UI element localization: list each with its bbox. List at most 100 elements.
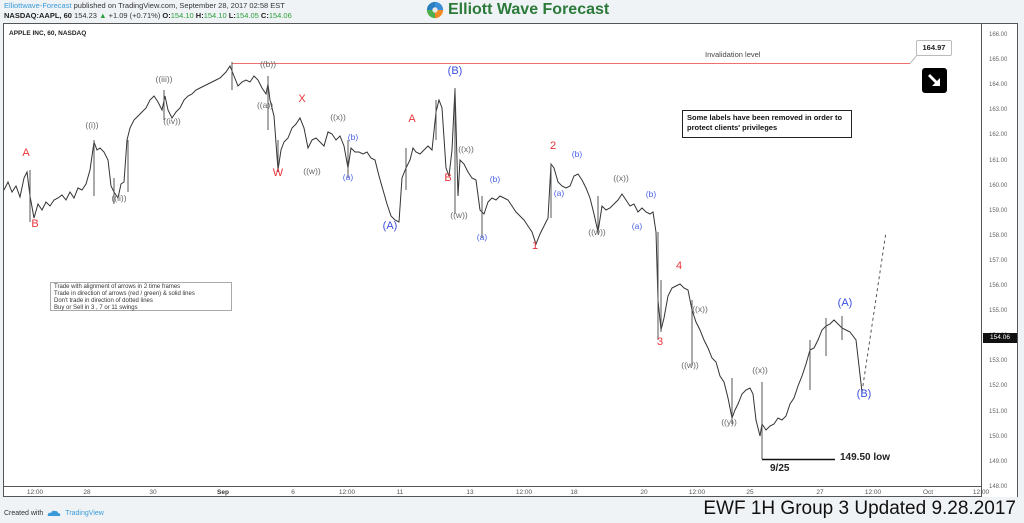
wave-label: 1 bbox=[531, 240, 539, 252]
price-change: +1.09 (+0.71%) bbox=[108, 11, 161, 20]
open-label: O: bbox=[162, 11, 171, 20]
y-tick: 161.00 bbox=[989, 157, 1008, 164]
wave-label: ((iii)) bbox=[155, 74, 173, 84]
wave-label: A bbox=[22, 147, 30, 159]
y-tick: 148.00 bbox=[989, 483, 1008, 490]
up-triangle-icon: ▲ bbox=[99, 11, 107, 20]
legend-line: Don't trade in direction of dotted lines bbox=[54, 298, 153, 304]
wave-label: ((i)) bbox=[85, 120, 99, 130]
wave-label: 3 bbox=[656, 336, 664, 348]
legend-line: Trade with alignment of arrows in 2 time… bbox=[54, 284, 181, 290]
publish-info: Elliottwave-Forecast published on Tradin… bbox=[4, 1, 285, 10]
low-value: 154.05 bbox=[235, 11, 259, 20]
trading-rules-legend: Trade with alignment of arrows in 2 time… bbox=[50, 282, 232, 311]
x-tick: 30 bbox=[149, 489, 157, 496]
wave-label: ((b)) bbox=[259, 59, 277, 69]
time-axis[interactable] bbox=[3, 487, 982, 497]
x-tick: 25 bbox=[746, 489, 754, 496]
wave-label: (b) bbox=[645, 189, 657, 199]
author-link[interactable]: Elliottwave-Forecast bbox=[4, 1, 72, 10]
invalidation-label: Invalidation level bbox=[705, 50, 761, 59]
low-date-label: 9/25 bbox=[770, 463, 790, 474]
wave-label: (B) bbox=[856, 388, 872, 400]
y-tick: 152.00 bbox=[989, 383, 1008, 390]
wave-label: ((w)) bbox=[303, 166, 321, 176]
y-tick: 156.00 bbox=[989, 283, 1008, 289]
x-tick: 12:00 bbox=[515, 489, 533, 496]
tradingview-cloud-icon bbox=[47, 510, 61, 516]
y-tick: 166.00 bbox=[989, 32, 1008, 38]
wave-label: B bbox=[444, 172, 452, 184]
wave-label: ((w)) bbox=[450, 210, 468, 220]
wave-label: (a) bbox=[553, 188, 565, 198]
open-value: 154.10 bbox=[170, 11, 194, 20]
wave-label: ((x)) bbox=[458, 144, 474, 154]
wave-label: W bbox=[272, 167, 284, 179]
y-tick: 163.00 bbox=[989, 107, 1008, 114]
update-title: EWF 1H Group 3 Updated 9.28.2017 bbox=[703, 498, 1016, 519]
low-label: L: bbox=[228, 11, 236, 20]
y-tick: 155.00 bbox=[989, 308, 1008, 315]
high-label: H: bbox=[195, 11, 204, 20]
current-price-tag: 154.06 bbox=[983, 333, 1017, 343]
price-axis[interactable] bbox=[982, 23, 1018, 497]
y-tick: 150.00 bbox=[989, 433, 1008, 440]
tradingview-link[interactable]: TradingView bbox=[65, 509, 104, 517]
x-tick: 12:00 bbox=[338, 489, 356, 496]
wave-label: (a) bbox=[476, 232, 488, 242]
x-tick: Sep bbox=[217, 489, 229, 496]
wave-label: (b) bbox=[347, 132, 359, 142]
x-tick: 20 bbox=[640, 489, 648, 496]
wave-label: X bbox=[298, 93, 306, 105]
y-tick: 162.00 bbox=[989, 132, 1008, 139]
wave-label: ((w)) bbox=[681, 360, 699, 370]
x-tick: 28 bbox=[83, 489, 91, 496]
y-tick: 153.00 bbox=[989, 358, 1008, 365]
close-label: C: bbox=[260, 11, 269, 20]
x-tick: Oct bbox=[922, 489, 934, 496]
wave-label: ((a)) bbox=[256, 100, 274, 110]
wave-label: (b) bbox=[489, 174, 501, 184]
x-tick: 18 bbox=[570, 489, 578, 496]
wave-label: B bbox=[31, 218, 39, 230]
wave-label: 2 bbox=[549, 140, 557, 152]
arrow-down-right-icon bbox=[922, 68, 947, 93]
wave-label: (A) bbox=[837, 297, 853, 309]
ohlc-bars bbox=[29, 62, 843, 459]
wave-label: (b) bbox=[571, 149, 583, 159]
x-tick: 12:00 bbox=[26, 489, 44, 496]
x-tick: 27 bbox=[816, 489, 824, 496]
invalidation-value-badge: 164.97 bbox=[916, 40, 952, 56]
x-tick: 12:00 bbox=[972, 489, 990, 496]
wave-label: ((x)) bbox=[692, 304, 708, 314]
x-tick: 11 bbox=[396, 489, 404, 496]
ticker-symbol: NASDAQ:AAPL, 60 bbox=[4, 11, 72, 20]
x-tick: 12:00 bbox=[688, 489, 706, 496]
brand-logo: Elliott Wave Forecast bbox=[426, 1, 609, 19]
high-value: 154.10 bbox=[203, 11, 227, 20]
low-price-label: 149.50 low bbox=[840, 452, 891, 463]
last-price: 154.23 bbox=[74, 11, 97, 20]
wave-label: ((x)) bbox=[752, 365, 768, 375]
wave-label: ((iv)) bbox=[163, 116, 181, 126]
wave-label: ((y)) bbox=[721, 417, 737, 427]
legend-line: Trade in direction of arrows (red / gree… bbox=[54, 291, 195, 297]
price-path bbox=[3, 64, 863, 437]
wave-label: (a) bbox=[631, 221, 643, 231]
y-tick: 160.00 bbox=[989, 182, 1008, 189]
projection-dotted-line bbox=[861, 231, 887, 393]
wave-label: ((w)) bbox=[588, 227, 606, 237]
wave-label: ((x)) bbox=[330, 112, 346, 122]
y-tick: 164.00 bbox=[989, 82, 1008, 89]
publish-text: published on TradingView.com, September … bbox=[71, 1, 285, 10]
created-with: Created with TradingView bbox=[4, 509, 104, 517]
wave-label: 4 bbox=[675, 260, 683, 272]
x-tick: 13 bbox=[466, 489, 474, 496]
created-with-text: Created with bbox=[4, 509, 44, 517]
wave-label: (a) bbox=[342, 172, 354, 182]
brand-name: Elliott Wave Forecast bbox=[448, 1, 610, 18]
y-tick: 149.00 bbox=[989, 458, 1008, 465]
close-value: 154.06 bbox=[268, 11, 292, 20]
privacy-note: Some labels have been removed in order t… bbox=[682, 110, 852, 138]
wave-label: (B) bbox=[447, 65, 463, 77]
